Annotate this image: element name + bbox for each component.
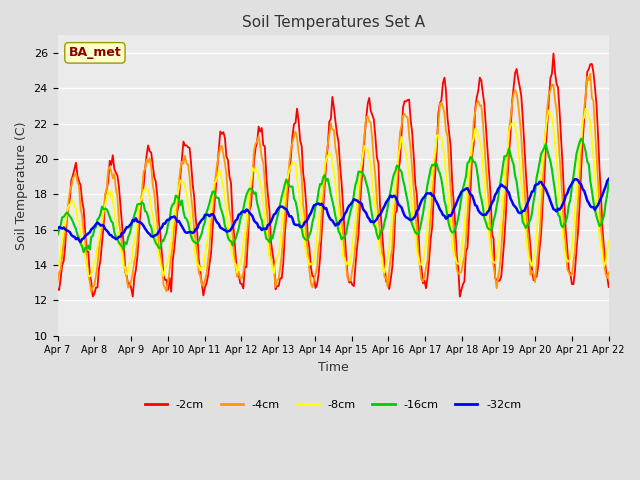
Y-axis label: Soil Temperature (C): Soil Temperature (C) — [15, 121, 28, 250]
Title: Soil Temperatures Set A: Soil Temperatures Set A — [241, 15, 425, 30]
X-axis label: Time: Time — [318, 361, 349, 374]
Legend: -2cm, -4cm, -8cm, -16cm, -32cm: -2cm, -4cm, -8cm, -16cm, -32cm — [140, 395, 526, 414]
Text: BA_met: BA_met — [68, 47, 122, 60]
